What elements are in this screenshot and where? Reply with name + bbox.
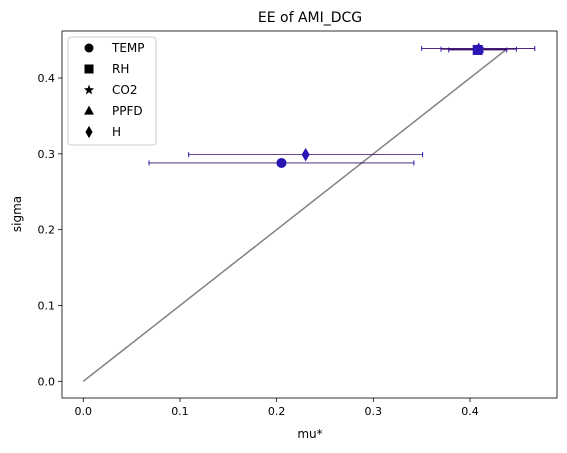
x-axis-label: mu* <box>297 427 322 441</box>
legend-marker-square <box>84 64 94 74</box>
reference-line-layer <box>82 48 508 382</box>
legend-label: RH <box>112 62 129 76</box>
y-tick-label: 0.2 <box>38 224 56 237</box>
y-tick-label: 0.3 <box>38 148 56 161</box>
data-point-ppfd <box>473 42 485 53</box>
legend-marker-diamond <box>85 125 93 139</box>
legend: TEMP RH CO2 PPFD H <box>67 36 157 146</box>
legend-item-ppfd: PPFD <box>84 104 143 118</box>
x-tick-label: 0.4 <box>461 405 479 418</box>
legend-label: CO2 <box>112 83 137 97</box>
y-tick-label: 0.1 <box>38 299 56 312</box>
legend-label: PPFD <box>112 104 143 118</box>
legend-item-h: H <box>85 125 121 139</box>
legend-marker-circle <box>84 43 94 53</box>
x-tick-label: 0.3 <box>365 405 383 418</box>
x-tick-label: 0.2 <box>268 405 286 418</box>
legend-item-temp: TEMP <box>84 41 145 55</box>
legend-box <box>67 36 157 146</box>
legend-item-rh: RH <box>84 62 129 76</box>
data-point-h <box>301 147 310 162</box>
y-tick-label: 0.0 <box>38 375 56 388</box>
marker-layer <box>276 42 485 168</box>
y-axis-ticks: 0.0 0.1 0.2 0.3 0.4 <box>38 72 62 388</box>
x-tick-label: 0.1 <box>171 405 189 418</box>
y-tick-label: 0.4 <box>38 72 56 85</box>
reference-line <box>82 48 508 382</box>
legend-marker-triangle <box>84 105 94 115</box>
chart-title: EE of AMI_DCG <box>258 10 362 26</box>
x-tick-label: 0.0 <box>75 405 93 418</box>
y-axis-label: sigma <box>10 196 24 232</box>
legend-marker-star <box>83 84 95 95</box>
legend-items: TEMP RH CO2 PPFD H <box>83 41 145 139</box>
legend-item-co2: CO2 <box>83 83 137 97</box>
data-point-temp <box>276 157 287 168</box>
legend-label: H <box>112 125 121 139</box>
legend-label: TEMP <box>111 41 145 55</box>
x-axis-ticks: 0.0 0.1 0.2 0.3 0.4 <box>75 398 479 418</box>
